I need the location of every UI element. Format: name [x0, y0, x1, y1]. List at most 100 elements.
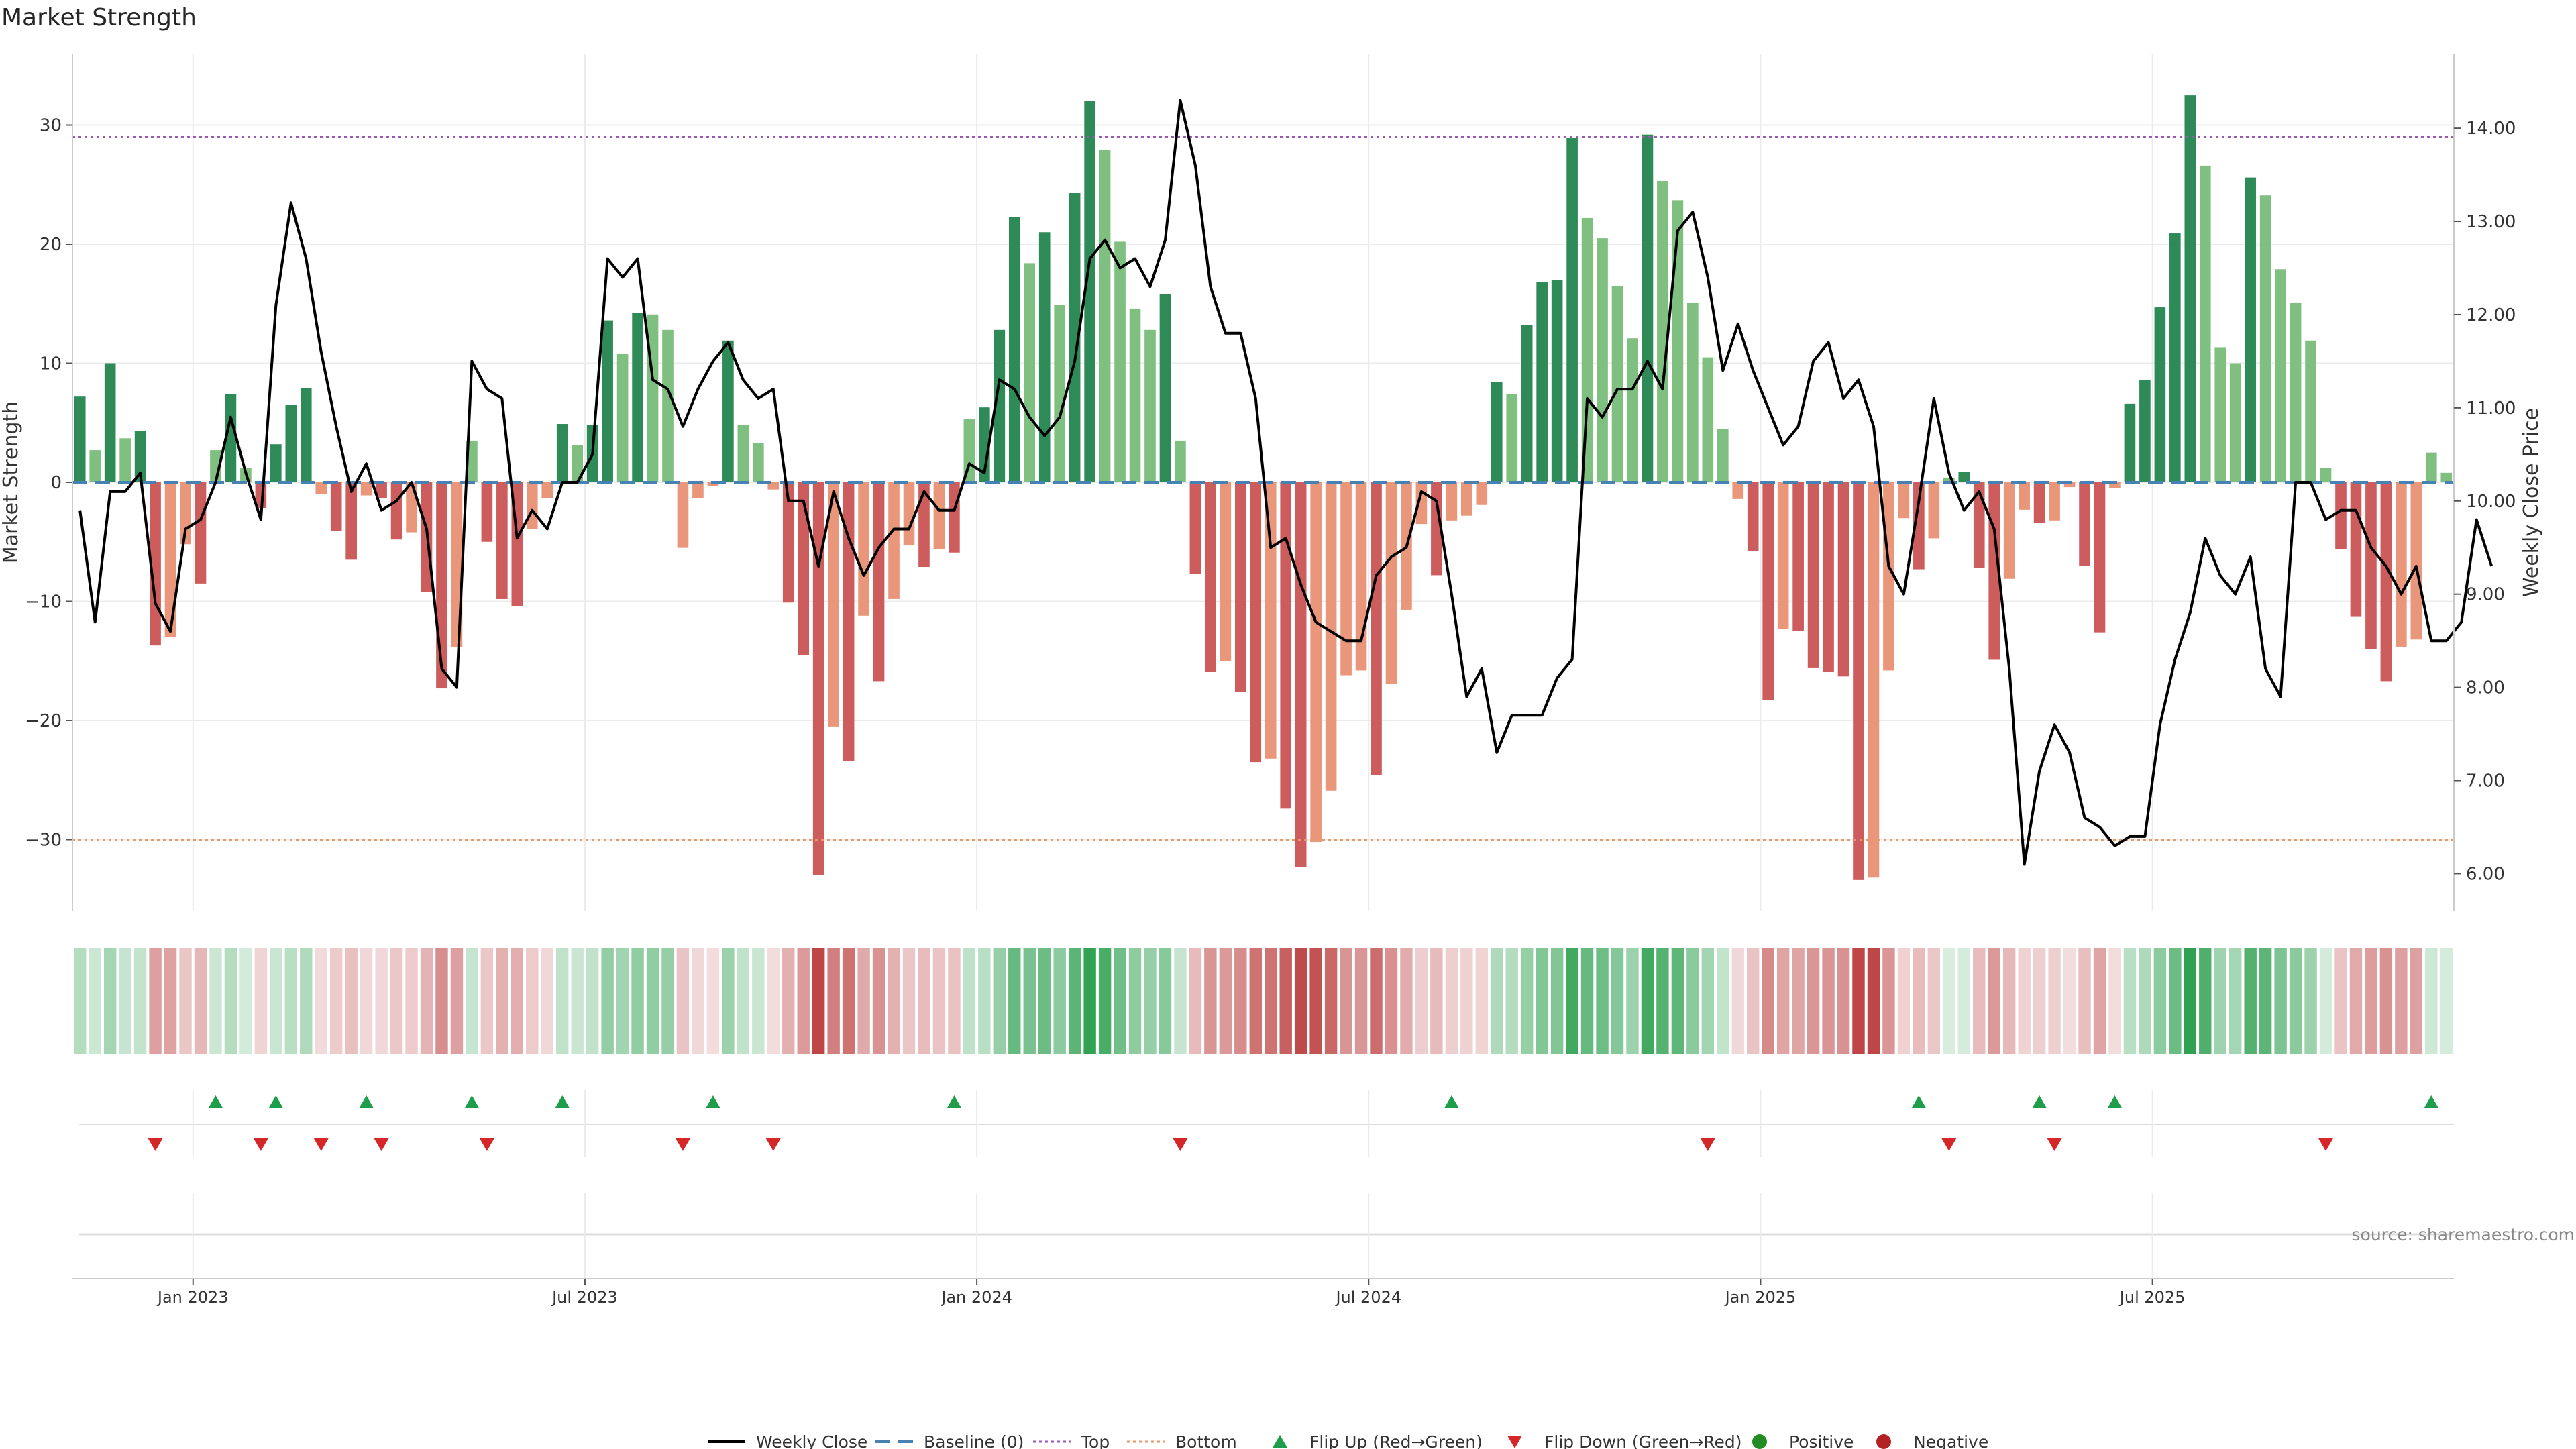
legend-label: Negative: [1913, 1432, 1988, 1449]
heatmap-cell: [2274, 948, 2287, 1054]
y2-tick-label: 6.00: [2466, 864, 2505, 884]
strength-bar: [782, 482, 794, 603]
strength-bar: [602, 320, 613, 482]
strength-bar: [632, 313, 643, 482]
heatmap-cell: [1415, 948, 1428, 1054]
strength-bar: [873, 482, 885, 682]
legend-label: Top: [1081, 1432, 1110, 1449]
heatmap-cell: [405, 948, 418, 1054]
strength-bar: [767, 482, 780, 490]
strength-bar: [1717, 429, 1729, 482]
legend-item: Flip Down (Green→Red): [1507, 1432, 1742, 1449]
heatmap-cell: [496, 948, 508, 1054]
strength-heatmap-strip: [74, 948, 2453, 1054]
x-tick-label: Jul 2024: [1334, 1288, 1401, 1307]
heatmap-cell: [2018, 948, 2031, 1054]
heatmap-cell: [1114, 948, 1126, 1054]
heatmap-cell: [2349, 948, 2363, 1054]
heatmap-cell: [616, 948, 629, 1054]
y2-axis-label: Weekly Close Price: [2520, 408, 2543, 597]
y-tick-label: 30: [40, 116, 62, 136]
heatmap-cell: [1340, 948, 1352, 1054]
strength-bar: [1777, 482, 1789, 629]
heatmap-cell: [1626, 948, 1639, 1054]
legend-label: Positive: [1789, 1432, 1854, 1449]
strength-bar: [270, 444, 282, 482]
strength-bar: [134, 431, 146, 482]
strength-bar: [798, 482, 810, 655]
strength-bar: [677, 482, 689, 548]
heatmap-cell: [1943, 948, 1955, 1054]
strength-bar: [496, 482, 508, 599]
heatmap-cell: [1189, 948, 1202, 1054]
heatmap-cell: [480, 948, 494, 1054]
strength-bar: [662, 329, 674, 482]
flip-down-marker: [675, 1138, 690, 1151]
heatmap-cell: [993, 948, 1006, 1054]
heatmap-cell: [556, 948, 569, 1054]
y-tick-label: 0: [50, 473, 62, 493]
strength-bar: [1024, 263, 1036, 482]
strength-bar: [1611, 286, 1623, 482]
heatmap-cell: [1641, 948, 1654, 1054]
strength-bar: [1099, 150, 1111, 482]
strength-bar: [858, 482, 869, 616]
heatmap-cell: [2033, 948, 2046, 1054]
heatmap-cell: [2425, 948, 2438, 1054]
legend-dot-icon: [1876, 1434, 1891, 1449]
flip-down-marker: [2318, 1138, 2334, 1151]
legend-label: Bottom: [1175, 1432, 1237, 1449]
heatmap-cell: [827, 948, 840, 1054]
strength-bar: [390, 482, 402, 540]
strength-bar: [1551, 280, 1563, 482]
heatmap-cell: [918, 948, 930, 1054]
strength-bar: [2124, 403, 2136, 482]
heatmap-cell: [2365, 948, 2377, 1054]
legend-label: Baseline (0): [924, 1432, 1024, 1449]
strength-bar: [1898, 482, 1910, 519]
heatmap-cell: [1038, 948, 1051, 1054]
heatmap-cell: [360, 948, 373, 1054]
flip-markers-panel: [79, 1090, 2454, 1157]
strength-bar: [2396, 482, 2407, 647]
strength-bar: [1807, 482, 1819, 668]
heatmap-cell: [1671, 948, 1684, 1054]
heatmap-cell: [782, 948, 795, 1054]
strength-bar: [300, 388, 312, 482]
heatmap-cell: [2123, 948, 2137, 1054]
heatmap-cell: [300, 948, 313, 1054]
heatmap-cell: [1430, 948, 1443, 1054]
strength-bar: [1627, 338, 1638, 482]
heatmap-cell: [1897, 948, 1911, 1054]
strength-bar: [2049, 482, 2060, 521]
heatmap-cell: [466, 948, 478, 1054]
heatmap-cell: [1762, 948, 1774, 1054]
strength-bar: [1431, 482, 1442, 576]
strength-bar: [1732, 482, 1744, 499]
y2-tick-label: 8.00: [2466, 678, 2505, 698]
heatmap-cell: [1852, 948, 1865, 1054]
strength-bar: [89, 450, 101, 482]
strength-bar: [1597, 238, 1608, 482]
strength-bar: [1913, 482, 1925, 570]
y-tick-label: −10: [25, 592, 62, 612]
legend-item: Flip Up (Red→Green): [1273, 1432, 1483, 1449]
strength-bar: [1642, 134, 1654, 482]
heatmap-cell: [74, 948, 87, 1054]
strength-bar: [1581, 217, 1593, 482]
x-tick-label: Jan 2024: [940, 1288, 1012, 1307]
x-tick-label: Jan 2025: [1724, 1288, 1796, 1307]
heatmap-cell: [872, 948, 885, 1054]
y2-tick-label: 11.00: [2466, 398, 2516, 419]
heatmap-cell: [1822, 948, 1835, 1054]
legend-item: Baseline (0): [875, 1432, 1024, 1449]
legend-item: Bottom: [1127, 1432, 1237, 1449]
strength-bar: [2139, 380, 2151, 482]
heatmap-cell: [1023, 948, 1036, 1054]
flip-down-marker: [374, 1138, 389, 1151]
strength-bar: [1280, 482, 1292, 809]
heatmap-cell: [978, 948, 991, 1054]
heatmap-cell: [2395, 948, 2408, 1054]
heatmap-cell: [1701, 948, 1715, 1054]
heatmap-cell: [2229, 948, 2242, 1054]
